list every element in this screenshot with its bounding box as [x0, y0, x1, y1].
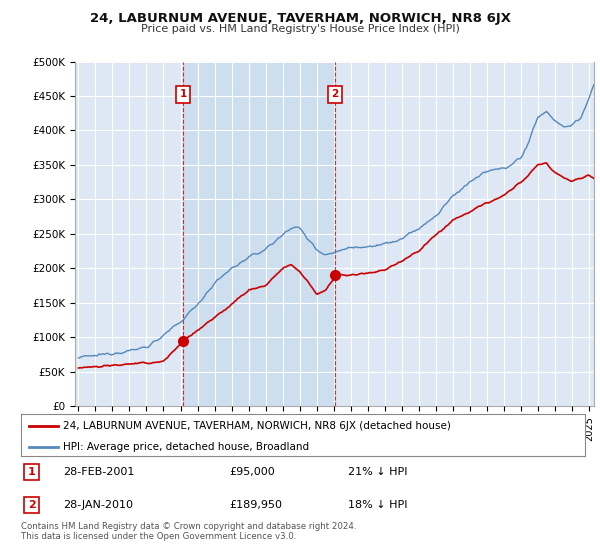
Text: HPI: Average price, detached house, Broadland: HPI: Average price, detached house, Broa…: [64, 442, 310, 452]
Text: £95,000: £95,000: [230, 467, 275, 477]
Text: 21% ↓ HPI: 21% ↓ HPI: [348, 467, 407, 477]
Text: 1: 1: [179, 89, 187, 99]
Bar: [183, 62, 335, 406]
Text: 24, LABURNUM AVENUE, TAVERHAM, NORWICH, NR8 6JX (detached house): 24, LABURNUM AVENUE, TAVERHAM, NORWICH, …: [64, 421, 451, 431]
Text: 18% ↓ HPI: 18% ↓ HPI: [348, 500, 407, 510]
Text: 1: 1: [28, 467, 35, 477]
Text: £189,950: £189,950: [230, 500, 283, 510]
Text: Price paid vs. HM Land Registry's House Price Index (HPI): Price paid vs. HM Land Registry's House …: [140, 24, 460, 34]
Text: Contains HM Land Registry data © Crown copyright and database right 2024.
This d: Contains HM Land Registry data © Crown c…: [21, 522, 356, 542]
Text: 2: 2: [331, 89, 338, 99]
Text: 28-JAN-2010: 28-JAN-2010: [64, 500, 133, 510]
Text: 24, LABURNUM AVENUE, TAVERHAM, NORWICH, NR8 6JX: 24, LABURNUM AVENUE, TAVERHAM, NORWICH, …: [89, 12, 511, 25]
Text: 28-FEB-2001: 28-FEB-2001: [64, 467, 134, 477]
Text: 2: 2: [28, 500, 35, 510]
